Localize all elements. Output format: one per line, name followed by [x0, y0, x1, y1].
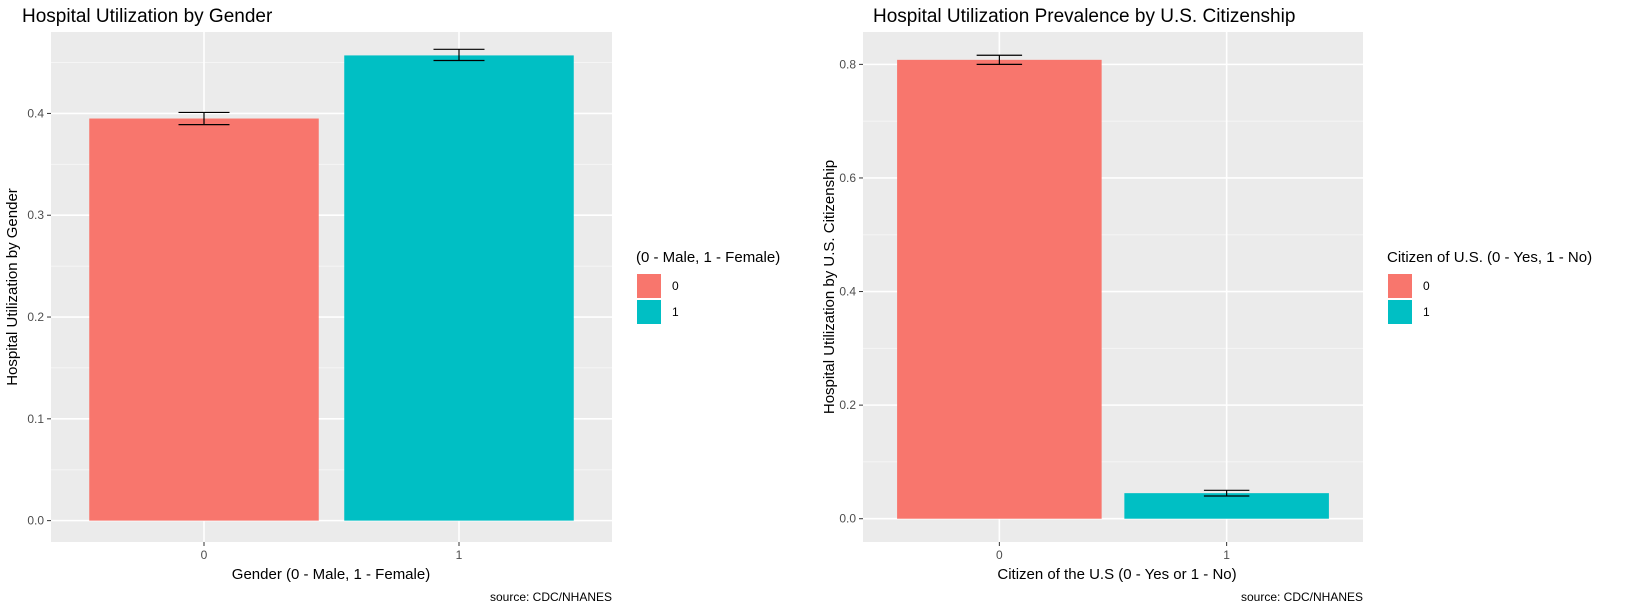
legend: Citizen of U.S. (0 - Yes, 1 - No) 0 1: [1387, 249, 1592, 324]
y-tick-label: 0.0: [27, 514, 44, 528]
error-bar-0: [976, 54, 1023, 65]
caption: source: CDC/NHANES: [1241, 590, 1363, 604]
y-tick-label: 0.2: [839, 398, 856, 412]
chart-title: Hospital Utilization Prevalence by U.S. …: [873, 6, 1295, 27]
legend: (0 - Male, 1 - Female) 0 1: [636, 249, 780, 324]
y-tick-label: 0.2: [27, 310, 44, 324]
legend-swatch-1: [1388, 300, 1412, 324]
error-bar-1: [1203, 489, 1250, 497]
x-tick-label: 0: [996, 548, 1003, 562]
bar-0: [897, 59, 1102, 519]
y-tick-label: 0.6: [839, 171, 856, 185]
y-tick-label: 0.4: [839, 285, 856, 299]
chart-title: Hospital Utilization by Gender: [22, 6, 273, 27]
error-bar-1: [433, 48, 485, 62]
bar-0: [89, 118, 319, 521]
y-tick-label: 0.3: [27, 208, 44, 222]
x-tick-label: 0: [201, 548, 208, 562]
legend-label-1: 1: [672, 305, 679, 319]
y-axis-title: Hospital Utilization by U.S. Citizenship: [821, 160, 838, 414]
chart-gender: Hospital Utilization by Gender 0.0 0.1 0.2…: [4, 6, 780, 604]
x-tick-label: 1: [1223, 548, 1230, 562]
bar-1: [1124, 493, 1329, 519]
y-axis-title: Hospital Utilization by Gender: [4, 188, 21, 386]
legend-label-0: 0: [672, 279, 679, 293]
legend-swatch-1: [637, 300, 661, 324]
legend-title: (0 - Male, 1 - Female): [636, 249, 780, 266]
legend-title: Citizen of U.S. (0 - Yes, 1 - No): [1387, 249, 1592, 266]
caption: source: CDC/NHANES: [490, 590, 612, 604]
x-axis-title: Citizen of the U.S (0 - Yes or 1 - No): [997, 566, 1236, 583]
legend-label-0: 0: [1423, 279, 1430, 293]
error-bar-0: [178, 111, 230, 126]
chart-citizenship: Hospital Utilization Prevalence by U.S. …: [821, 6, 1592, 604]
y-tick-label: 0.8: [839, 57, 856, 71]
legend-swatch-0: [1388, 274, 1412, 298]
y-tick-label: 0.0: [839, 512, 856, 526]
x-axis-title: Gender (0 - Male, 1 - Female): [232, 566, 430, 583]
plot-area: 0.0 0.1 0.2 0.3 0.4 0 1: [27, 32, 612, 562]
x-tick-label: 1: [456, 548, 463, 562]
legend-swatch-0: [637, 274, 661, 298]
y-tick-label: 0.1: [27, 412, 44, 426]
legend-label-1: 1: [1423, 305, 1430, 319]
plot-area: 0.0 0.2 0.4 0.6 0.8 0 1: [839, 32, 1363, 562]
y-tick-label: 0.4: [27, 106, 44, 120]
bar-1: [344, 55, 574, 521]
